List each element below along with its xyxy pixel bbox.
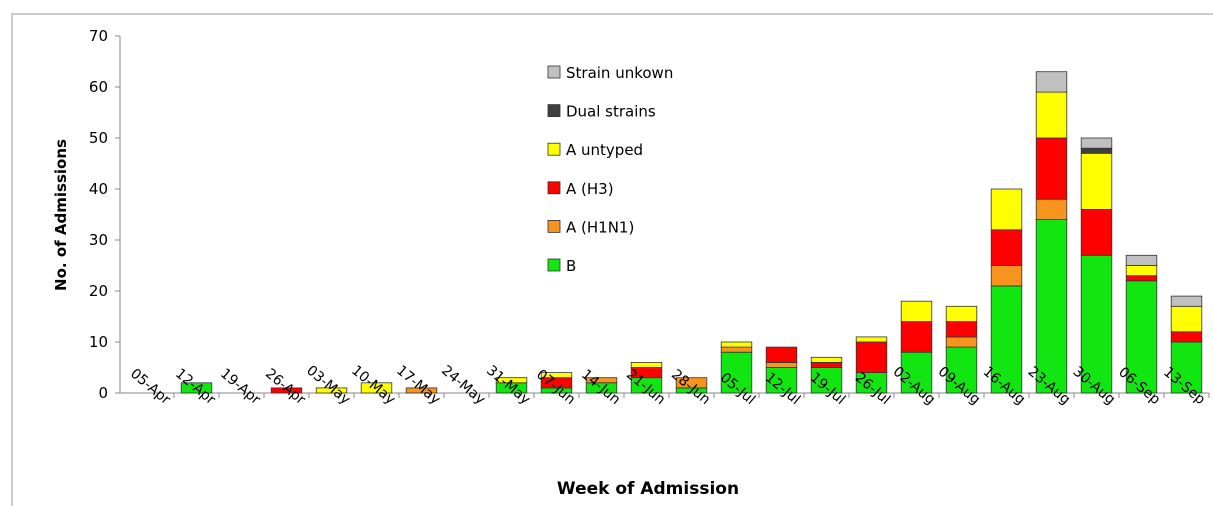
bar-segment — [675, 377, 708, 389]
y-tick-label: 10 — [89, 333, 108, 351]
bar-segment — [990, 188, 1023, 231]
y-tick-label: 20 — [89, 282, 108, 300]
bar-segment — [810, 356, 843, 363]
legend-label: B — [566, 257, 576, 275]
bar-segment — [1080, 147, 1113, 154]
bar-segment — [315, 387, 348, 394]
bar-segment — [540, 372, 573, 379]
bar-segment — [270, 387, 303, 394]
bar-segment — [1125, 254, 1158, 266]
bar-segment — [1080, 152, 1113, 210]
bar-segment — [1170, 295, 1203, 307]
bar-segment — [405, 387, 438, 394]
bar-segment — [180, 382, 213, 394]
y-tick-label: 60 — [89, 78, 108, 96]
bar-segment — [720, 346, 753, 353]
bar-segment — [945, 346, 978, 394]
bar-segment — [495, 377, 528, 384]
bar-segment — [1170, 341, 1203, 394]
bar-segment — [990, 265, 1023, 287]
legend-label: Dual strains — [566, 103, 656, 121]
legend-swatch — [547, 142, 561, 156]
bar-segment — [900, 300, 933, 323]
y-tick-label: 40 — [89, 180, 108, 198]
x-tick-label: 26-Apr — [262, 366, 308, 408]
legend-swatch — [547, 219, 561, 233]
legend-swatch — [547, 65, 561, 79]
bar-segment — [765, 346, 798, 363]
bar-segment — [1080, 208, 1113, 256]
x-tick-label: 05-Apr — [127, 366, 173, 408]
y-tick-label: 70 — [89, 27, 108, 45]
bar-segment — [945, 321, 978, 338]
bar-segment — [855, 336, 888, 343]
frame — [11, 13, 1213, 506]
y-axis-title: No. of Admissions — [52, 139, 70, 291]
bar-segment — [1035, 91, 1068, 139]
legend-label: A (H1N1) — [566, 218, 634, 236]
bar-segment — [900, 321, 933, 353]
bar-segment — [990, 229, 1023, 266]
x-axis-title: Week of Admission — [557, 479, 739, 499]
bar-segment — [585, 377, 618, 384]
legend-swatch — [547, 258, 561, 272]
bar-segment — [1125, 275, 1158, 282]
x-tick-label: 03-May — [303, 363, 353, 409]
bar-segment — [1035, 137, 1068, 200]
bar-segment — [810, 367, 843, 394]
x-tick-label: 19-Apr — [217, 366, 263, 408]
bar-segment — [720, 341, 753, 348]
bar-segment — [720, 351, 753, 394]
bar-segment — [1035, 219, 1068, 394]
legend-swatch — [547, 104, 561, 117]
bar-segment — [1035, 198, 1068, 220]
bar-segment — [765, 361, 798, 368]
x-tick-label: 17-May — [393, 363, 443, 409]
legend-label: A (H3) — [566, 180, 614, 198]
bar-segment — [945, 336, 978, 348]
y-tick-label: 0 — [98, 384, 108, 402]
bar-segment — [630, 361, 663, 368]
bar-segment — [810, 361, 843, 368]
bar-segment — [1170, 331, 1203, 343]
bar-segment — [1080, 137, 1113, 149]
legend-label: Strain unkown — [566, 64, 673, 82]
bar-segment — [1125, 265, 1158, 277]
bar-segment — [1170, 305, 1203, 333]
x-tick-label: 24-May — [438, 363, 488, 409]
bar-segment — [990, 285, 1023, 394]
bar-segment — [855, 341, 888, 374]
legend-label: A untyped — [566, 141, 643, 159]
bar-segment — [1035, 71, 1068, 93]
legend-swatch — [547, 181, 561, 195]
bar-segment — [1080, 254, 1113, 394]
bar-segment — [945, 305, 978, 322]
y-tick-label: 50 — [89, 129, 108, 147]
bar-segment — [360, 382, 393, 394]
bar-segment — [900, 351, 933, 394]
y-tick-label: 30 — [89, 231, 108, 249]
